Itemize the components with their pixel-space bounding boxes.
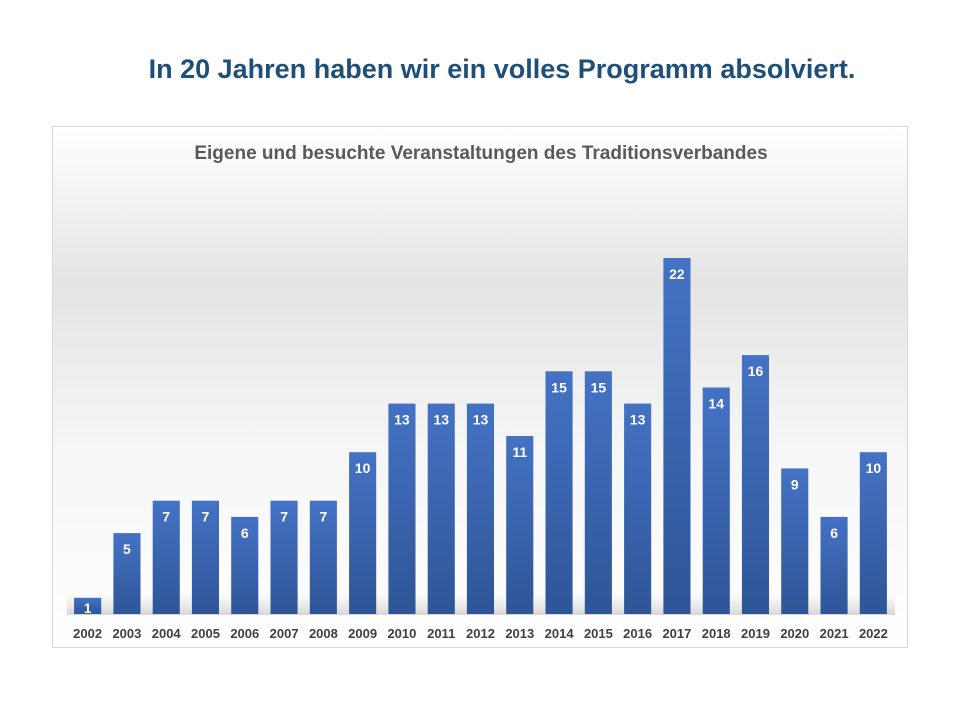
bar-2010	[388, 403, 416, 614]
bar-2018	[702, 387, 730, 614]
data-label-2012: 13	[473, 412, 489, 428]
tick-label-2011: 2011	[427, 626, 455, 641]
tick-label-2004: 2004	[152, 626, 182, 641]
data-label-2013: 11	[512, 444, 527, 460]
bar-2014	[545, 371, 573, 614]
tick-label-2020: 2020	[780, 626, 809, 641]
data-label-2004: 7	[162, 509, 170, 525]
data-label-2008: 7	[320, 509, 328, 525]
data-label-2010: 13	[394, 412, 410, 428]
data-label-2002: 1	[84, 600, 92, 616]
bar-2002	[74, 597, 102, 614]
tick-label-2013: 2013	[505, 626, 534, 641]
chart-title: Eigene und besuchte Veranstaltungen des …	[194, 143, 768, 164]
data-label-2020: 9	[791, 476, 799, 492]
tick-label-2005: 2005	[191, 626, 220, 641]
tick-label-2006: 2006	[230, 626, 259, 641]
data-label-2017: 22	[669, 266, 685, 282]
data-label-2014: 15	[551, 379, 567, 395]
bar-2003	[113, 533, 141, 614]
tick-label-2002: 2002	[73, 626, 102, 641]
data-label-2011: 13	[433, 412, 449, 428]
bar-2017	[663, 258, 691, 614]
data-label-2006: 6	[241, 525, 249, 541]
tick-label-2009: 2009	[348, 626, 377, 641]
tick-label-2019: 2019	[741, 626, 770, 641]
bar-2016	[624, 403, 652, 614]
bar-2019	[741, 355, 769, 614]
bar-2004	[152, 500, 180, 614]
tick-label-2017: 2017	[662, 626, 691, 641]
bar-2021	[820, 516, 848, 614]
slide-title: In 20 Jahren haben wir ein volles Progra…	[148, 54, 856, 84]
bar-2006	[231, 516, 259, 614]
tick-label-2018: 2018	[702, 626, 731, 641]
data-label-2018: 14	[708, 396, 724, 412]
bar-2007	[270, 500, 298, 614]
data-label-2003: 5	[123, 541, 131, 557]
data-label-2016: 13	[630, 412, 646, 428]
data-label-2005: 7	[202, 509, 210, 525]
chart-frame: Eigene und besuchte Veranstaltungen des …	[52, 126, 908, 648]
data-label-2021: 6	[830, 525, 838, 541]
tick-label-2012: 2012	[466, 626, 495, 641]
bar-2015	[584, 371, 612, 614]
tick-label-2015: 2015	[584, 626, 613, 641]
bar-2005	[191, 500, 219, 614]
tick-label-2022: 2022	[859, 626, 888, 641]
bar-2013	[506, 436, 534, 614]
data-label-2022: 10	[866, 460, 882, 476]
bar-2022	[859, 452, 887, 614]
tick-label-2014: 2014	[545, 626, 575, 641]
bar-2011	[427, 403, 455, 614]
tick-label-2010: 2010	[387, 626, 416, 641]
x-axis-tick-labels: 2002 2003 2004 2005 2006 2007 2008 2009 2010 2011…	[73, 626, 888, 641]
data-label-2009: 10	[355, 460, 371, 476]
data-label-2019: 16	[748, 363, 764, 379]
bar-2008	[309, 500, 337, 614]
data-label-2007: 7	[280, 509, 288, 525]
tick-label-2007: 2007	[270, 626, 299, 641]
data-label-2015: 15	[591, 379, 607, 395]
bar-2020	[781, 468, 809, 614]
tick-label-2003: 2003	[112, 626, 141, 641]
bar-2009	[349, 452, 377, 614]
bars	[74, 258, 887, 614]
tick-label-2021: 2021	[820, 626, 849, 641]
bar-2012	[466, 403, 494, 614]
tick-label-2008: 2008	[309, 626, 338, 641]
tick-label-2016: 2016	[623, 626, 652, 641]
